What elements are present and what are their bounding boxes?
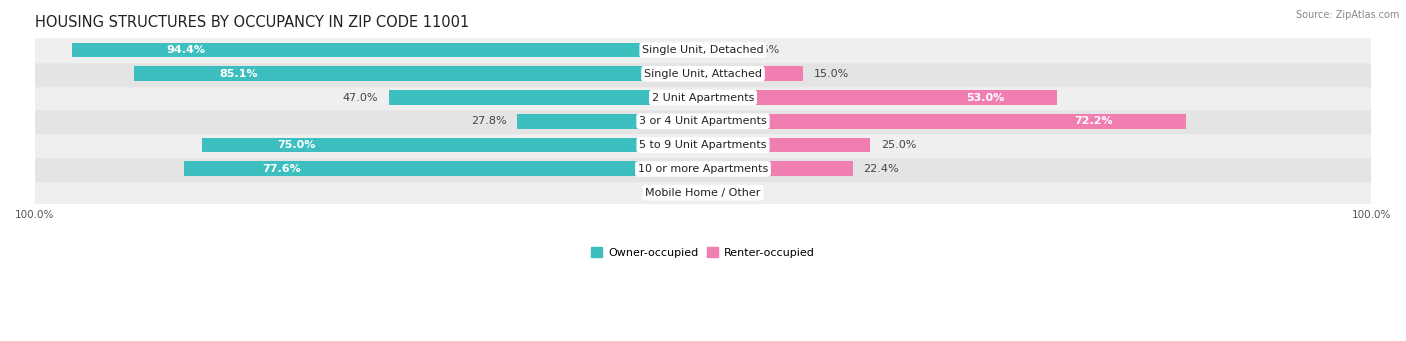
Text: Single Unit, Detached: Single Unit, Detached [643, 45, 763, 55]
Text: 85.1%: 85.1% [219, 69, 259, 79]
Text: 15.0%: 15.0% [814, 69, 849, 79]
Text: 47.0%: 47.0% [343, 92, 378, 103]
Text: 53.0%: 53.0% [966, 92, 1004, 103]
Bar [35, 133, 1371, 157]
Bar [703, 66, 803, 81]
Text: 5 to 9 Unit Apartments: 5 to 9 Unit Apartments [640, 140, 766, 150]
Text: 72.2%: 72.2% [1074, 116, 1114, 126]
Text: 5.6%: 5.6% [751, 45, 779, 55]
Bar [35, 62, 1371, 86]
Text: 0.0%: 0.0% [717, 188, 745, 198]
Bar [202, 138, 703, 152]
Text: 10 or more Apartments: 10 or more Apartments [638, 164, 768, 174]
Legend: Owner-occupied, Renter-occupied: Owner-occupied, Renter-occupied [586, 243, 820, 262]
Text: 25.0%: 25.0% [880, 140, 917, 150]
Text: HOUSING STRUCTURES BY OCCUPANCY IN ZIP CODE 11001: HOUSING STRUCTURES BY OCCUPANCY IN ZIP C… [35, 15, 470, 30]
Bar [517, 114, 703, 129]
Text: 3 or 4 Unit Apartments: 3 or 4 Unit Apartments [640, 116, 766, 126]
Text: 22.4%: 22.4% [863, 164, 898, 174]
Bar [703, 90, 1057, 105]
Text: 0.0%: 0.0% [661, 188, 689, 198]
Text: Source: ZipAtlas.com: Source: ZipAtlas.com [1295, 10, 1399, 20]
Bar [703, 138, 870, 152]
Bar [35, 157, 1371, 181]
Text: 94.4%: 94.4% [167, 45, 205, 55]
Bar [703, 162, 852, 176]
Bar [184, 162, 703, 176]
Bar [35, 38, 1371, 62]
Text: Single Unit, Attached: Single Unit, Attached [644, 69, 762, 79]
Bar [703, 114, 1185, 129]
Bar [134, 66, 703, 81]
Bar [35, 86, 1371, 109]
Text: 27.8%: 27.8% [471, 116, 506, 126]
Bar [389, 90, 703, 105]
Bar [35, 109, 1371, 133]
Text: Mobile Home / Other: Mobile Home / Other [645, 188, 761, 198]
Text: 75.0%: 75.0% [277, 140, 315, 150]
Bar [35, 181, 1371, 205]
Bar [703, 43, 741, 57]
Text: 2 Unit Apartments: 2 Unit Apartments [652, 92, 754, 103]
Text: 77.6%: 77.6% [262, 164, 301, 174]
Bar [72, 43, 703, 57]
